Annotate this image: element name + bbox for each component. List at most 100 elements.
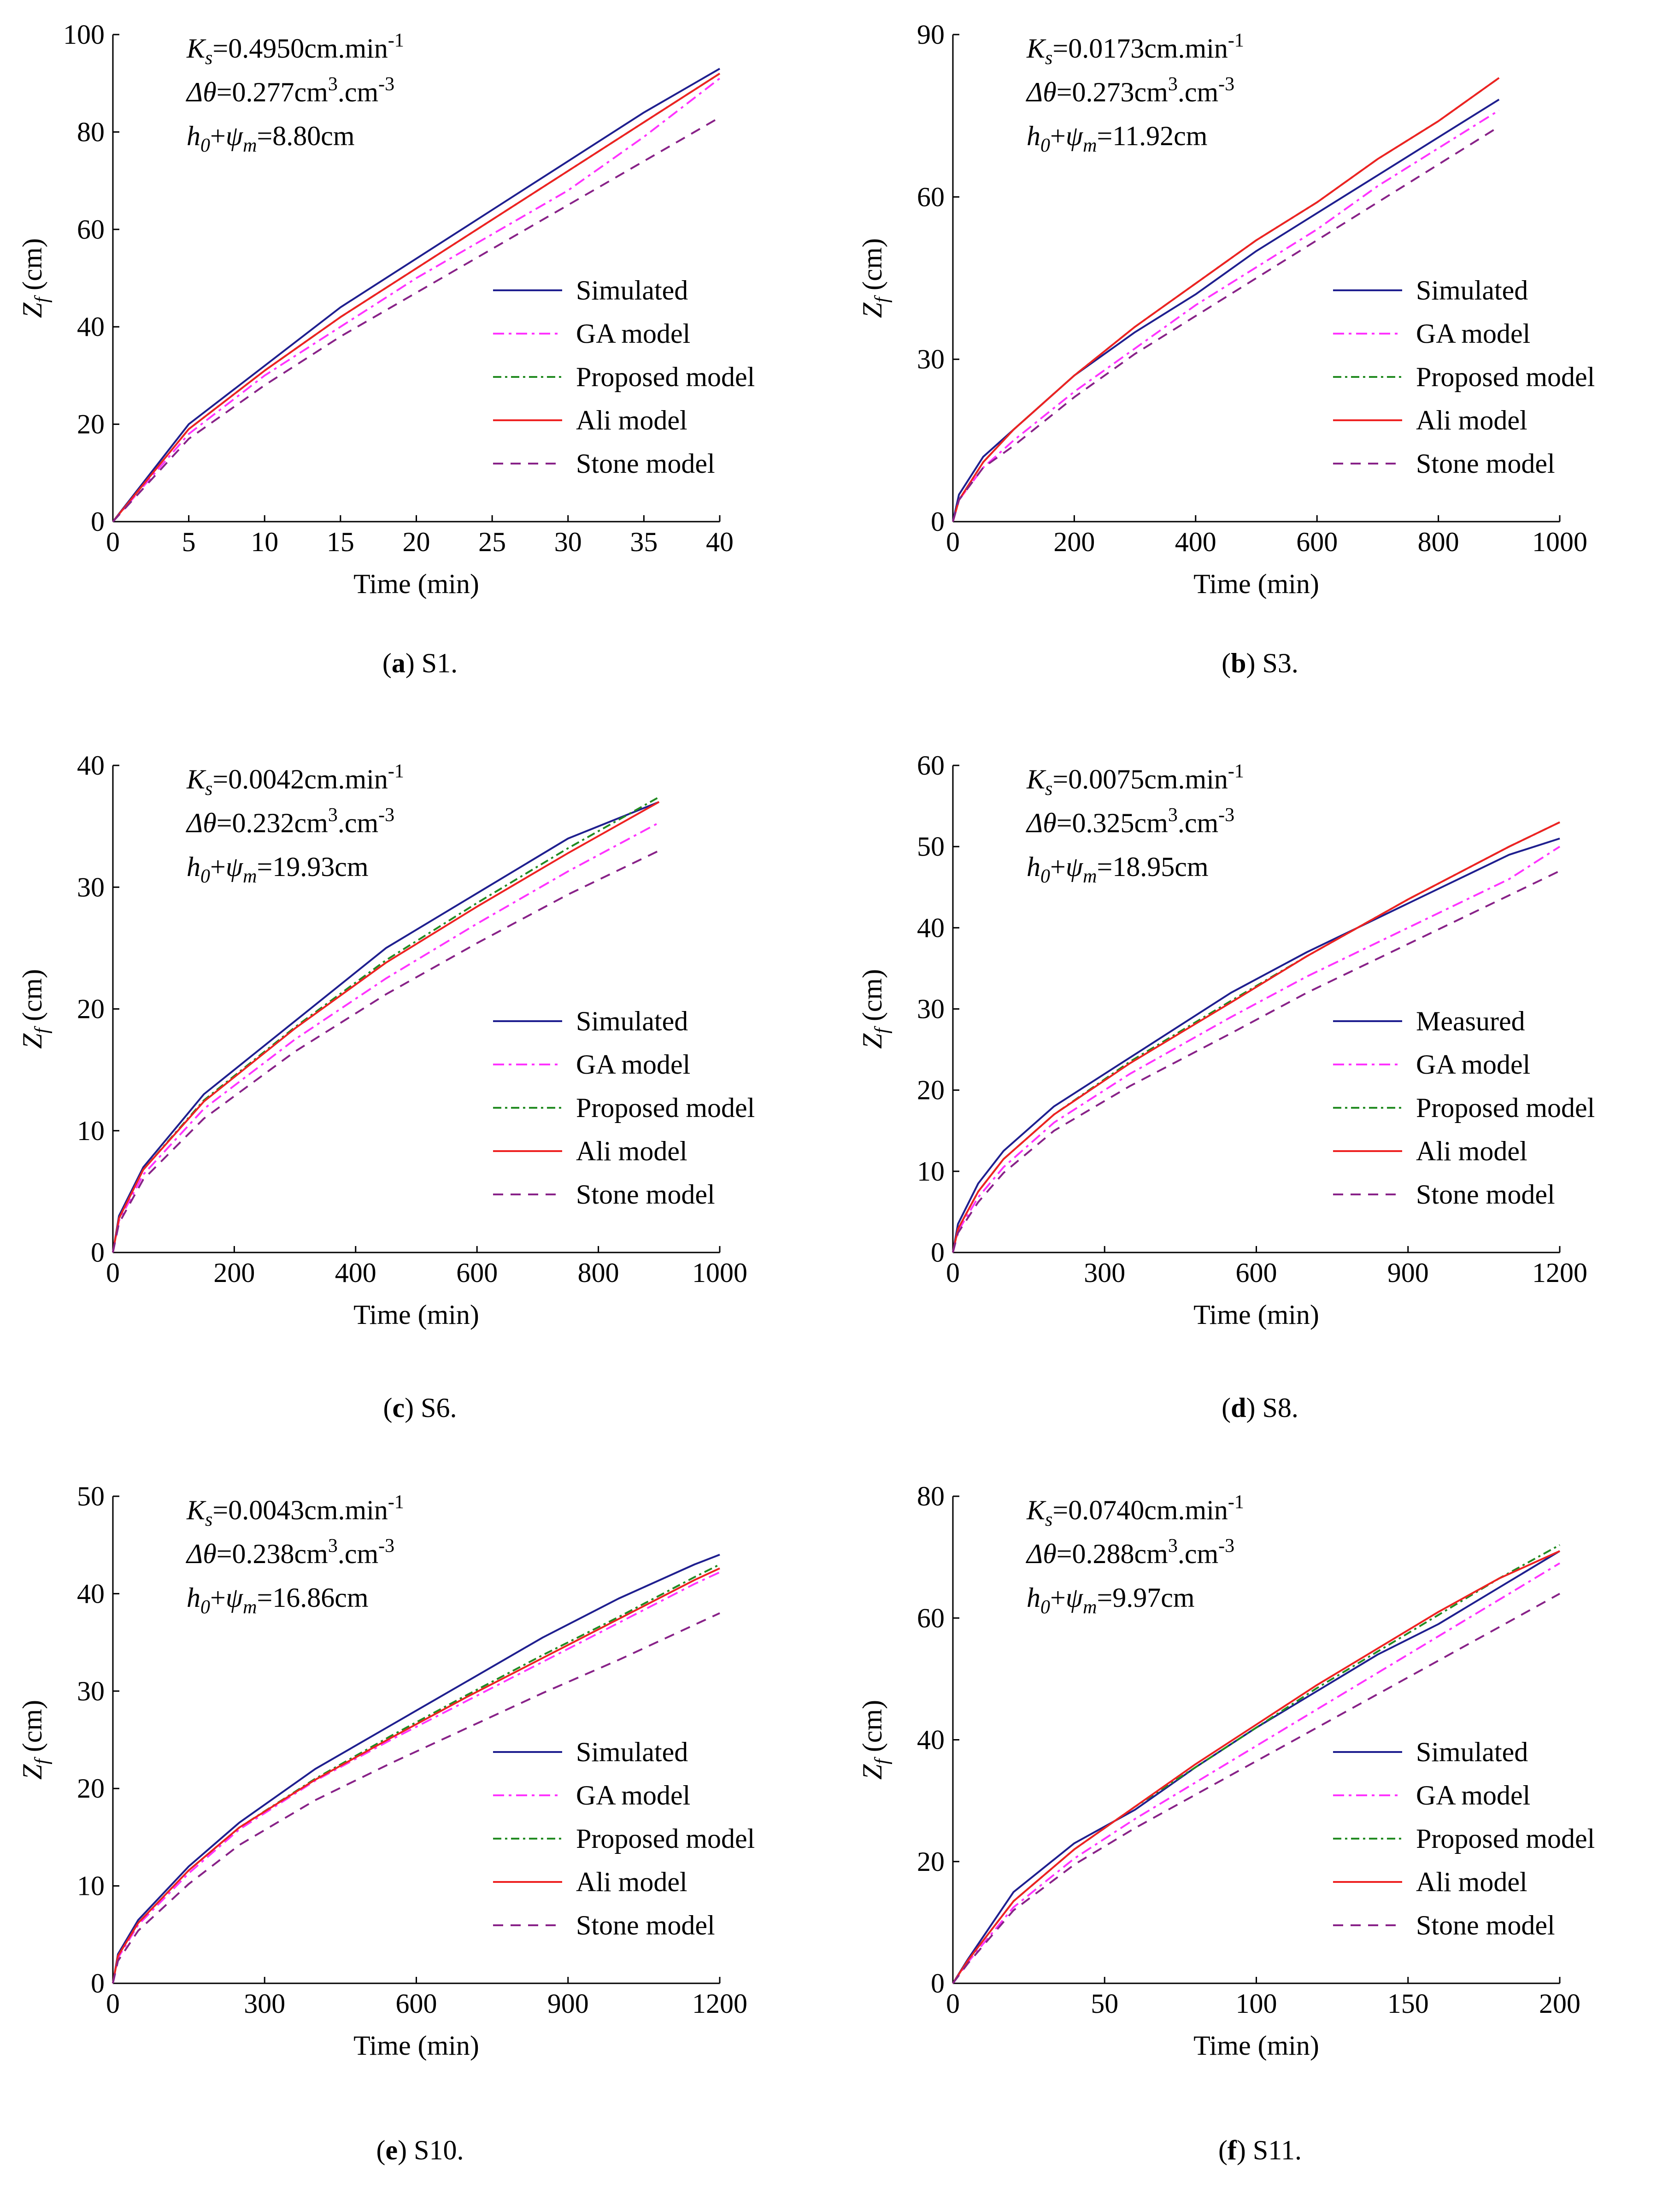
chart-f-legend-label: GA model: [1416, 1780, 1530, 1811]
chart-d-legend-label: Stone model: [1416, 1179, 1555, 1210]
chart-f-series-proposed-model: [952, 1544, 1560, 1984]
chart-c-caption-name: S6.: [421, 1393, 457, 1423]
chart-f-param-ks-value: =0.0740cm.min: [1052, 1495, 1228, 1525]
chart-f-series-ali-model: [952, 1550, 1560, 1984]
chart-d-legend-label: GA model: [1416, 1049, 1530, 1080]
chart-d-y-tick-label: 50: [917, 831, 945, 862]
chart-d-param-dtheta-cube: 3: [1168, 805, 1178, 826]
chart-d-param-ks: Ks=0.0075cm.min-1: [1026, 761, 1244, 800]
chart-b-y-tick-label: 30: [917, 344, 945, 375]
chart-a-param-head-psi: ψ: [226, 121, 244, 151]
chart-b-x-tick-label: 800: [1418, 527, 1459, 557]
chart-c-param-dtheta-symbol: Δθ: [186, 808, 217, 838]
chart-d-legend-label: Ali model: [1416, 1136, 1527, 1166]
chart-e-x-tick-label: 600: [396, 1988, 437, 2019]
chart-d-param-head-value: =18.95cm: [1097, 852, 1208, 882]
chart-f-param-ks-exp: -1: [1228, 1492, 1244, 1513]
chart-d-param-head-plus: +: [1050, 852, 1066, 882]
chart-c-legend-label: GA model: [576, 1049, 690, 1080]
chart-d-param-dtheta-exp: -3: [1218, 805, 1234, 826]
chart-d-param-head-psi: ψ: [1066, 852, 1084, 882]
chart-f-param-dtheta-value: =0.288cm: [1057, 1539, 1168, 1569]
chart-d-y-tick-label: 60: [917, 750, 945, 781]
chart-f-param-dtheta-cube: 3: [1168, 1535, 1178, 1557]
chart-a-param-ks-value: =0.4950cm.min: [212, 33, 388, 64]
chart-c-param-head-value: =19.93cm: [257, 852, 368, 882]
chart-b-series-stone-model: [952, 126, 1500, 522]
chart-c-param-dtheta-mid: .cm: [338, 808, 378, 838]
chart-c-param-dtheta-exp: -3: [378, 805, 394, 826]
chart-a-y-axis-label-main: Z: [17, 302, 47, 318]
chart-a-caption-name: S1.: [421, 648, 458, 678]
chart-b-param-head-plus: +: [1050, 121, 1066, 151]
chart-e-param-head-h: h: [187, 1582, 200, 1613]
chart-e-series-ali-model: [112, 1567, 720, 1984]
chart-a-param-ks-sub: s: [205, 47, 212, 69]
chart-d-x-tick-label: 900: [1387, 1258, 1429, 1288]
chart-a-x-axis-label: Time (min): [353, 569, 479, 599]
chart-a-legend-label: Simulated: [576, 275, 688, 306]
chart-f-series-stone-model: [952, 1593, 1560, 1984]
chart-panel-e: 0 300 600 900 1200 0 10 20 30 40 50 Time (min) Zf (c…: [0, 1462, 840, 2193]
chart-f-x-tick-label: 150: [1387, 1988, 1429, 2019]
chart-e-legend-label: Ali model: [576, 1867, 687, 1897]
chart-a-x-tick-label: 0: [106, 527, 120, 557]
chart-c-param-ks-exp: -1: [388, 761, 404, 782]
chart-c-legend-label: Stone model: [576, 1179, 715, 1210]
chart-d-param-head-h-sub: 0: [1040, 866, 1050, 887]
chart-b-param-ks: Ks=0.0173cm.min-1: [1026, 30, 1244, 69]
chart-e-legend-label: Stone model: [576, 1910, 715, 1940]
chart-f-x-tick-label: 0: [946, 1988, 960, 2019]
chart-e-x-tick-label: 300: [244, 1988, 285, 2019]
chart-a-param-ks-exp: -1: [388, 30, 404, 51]
chart-panel-d: 0 300 600 900 1200 0 10 20 30 40 50 60 Time (min) Zf …: [840, 731, 1680, 1462]
chart-e-param-dtheta-cube: 3: [328, 1535, 338, 1557]
chart-panel-b: 0 200 400 600 800 1000 0 30 60 90 Time (min) Zf (cm…: [840, 0, 1680, 731]
chart-f-param-ks-symbol: K: [1026, 1495, 1046, 1525]
chart-b-series-ali-model: [952, 77, 1500, 522]
chart-c-series-ali-model: [112, 801, 660, 1253]
chart-f-param-dtheta-mid: .cm: [1178, 1539, 1218, 1569]
chart-d-param-head-h: h: [1027, 852, 1040, 882]
chart-b-param-dtheta-exp: -3: [1218, 74, 1234, 95]
chart-b-y-tick-label: 0: [931, 506, 945, 537]
chart-a-y-tick-label: 80: [77, 117, 105, 147]
chart-b-x-tick-label: 400: [1175, 527, 1216, 557]
chart-e-legend-label: Proposed model: [576, 1823, 755, 1854]
chart-c-y-tick-label: 30: [77, 872, 105, 902]
chart-c-caption: (c) S6.: [383, 1393, 457, 1423]
chart-d-y-tick-label: 10: [917, 1156, 945, 1187]
chart-e-y-axis-label-main: Z: [17, 1764, 47, 1780]
chart-a-param-head-plus: +: [210, 121, 226, 151]
chart-f-y-axis-label-main: Z: [857, 1764, 887, 1780]
chart-f-y-tick-label: 20: [917, 1846, 945, 1877]
chart-c-param-ks-value: =0.0042cm.min: [212, 764, 388, 794]
chart-d-caption: (d) S8.: [1222, 1393, 1298, 1423]
chart-d-y-axis-label-main: Z: [857, 1033, 887, 1049]
chart-a-x-tick-label: 40: [706, 527, 734, 557]
chart-a-x-tick-label: 25: [478, 527, 506, 557]
chart-b-x-tick-label: 0: [946, 527, 960, 557]
chart-a-series-ali-model: [112, 72, 721, 523]
chart-d-param-dtheta-symbol: Δθ: [1026, 808, 1057, 838]
chart-d-param-head-psi-sub: m: [1083, 866, 1097, 887]
chart-d-legend-label: Measured: [1416, 1006, 1525, 1036]
chart-d-x-tick-label: 600: [1236, 1258, 1277, 1288]
chart-a-legend-label: Ali model: [576, 405, 687, 435]
chart-e-y-tick-label: 50: [77, 1481, 105, 1511]
chart-b-param-dtheta-symbol: Δθ: [1026, 77, 1057, 107]
chart-c-param-dtheta: Δθ=0.232cm3.cm-3: [186, 805, 394, 838]
chart-b-caption: (b) S3.: [1222, 648, 1298, 678]
chart-d-series-ga-model: [952, 846, 1561, 1253]
chart-b-y-tick-label: 60: [917, 182, 945, 212]
chart-b-x-tick-label: 1000: [1532, 527, 1587, 557]
chart-b-legend-label: GA model: [1416, 318, 1530, 349]
chart-a-series-stone-model: [112, 116, 721, 523]
chart-e-y-axis-label: Zf (cm): [17, 1700, 53, 1780]
chart-e-x-tick-label: 0: [106, 1988, 120, 2019]
chart-e-series-ga-model: [112, 1571, 720, 1984]
chart-f-y-axis-label: Zf (cm): [857, 1700, 893, 1780]
